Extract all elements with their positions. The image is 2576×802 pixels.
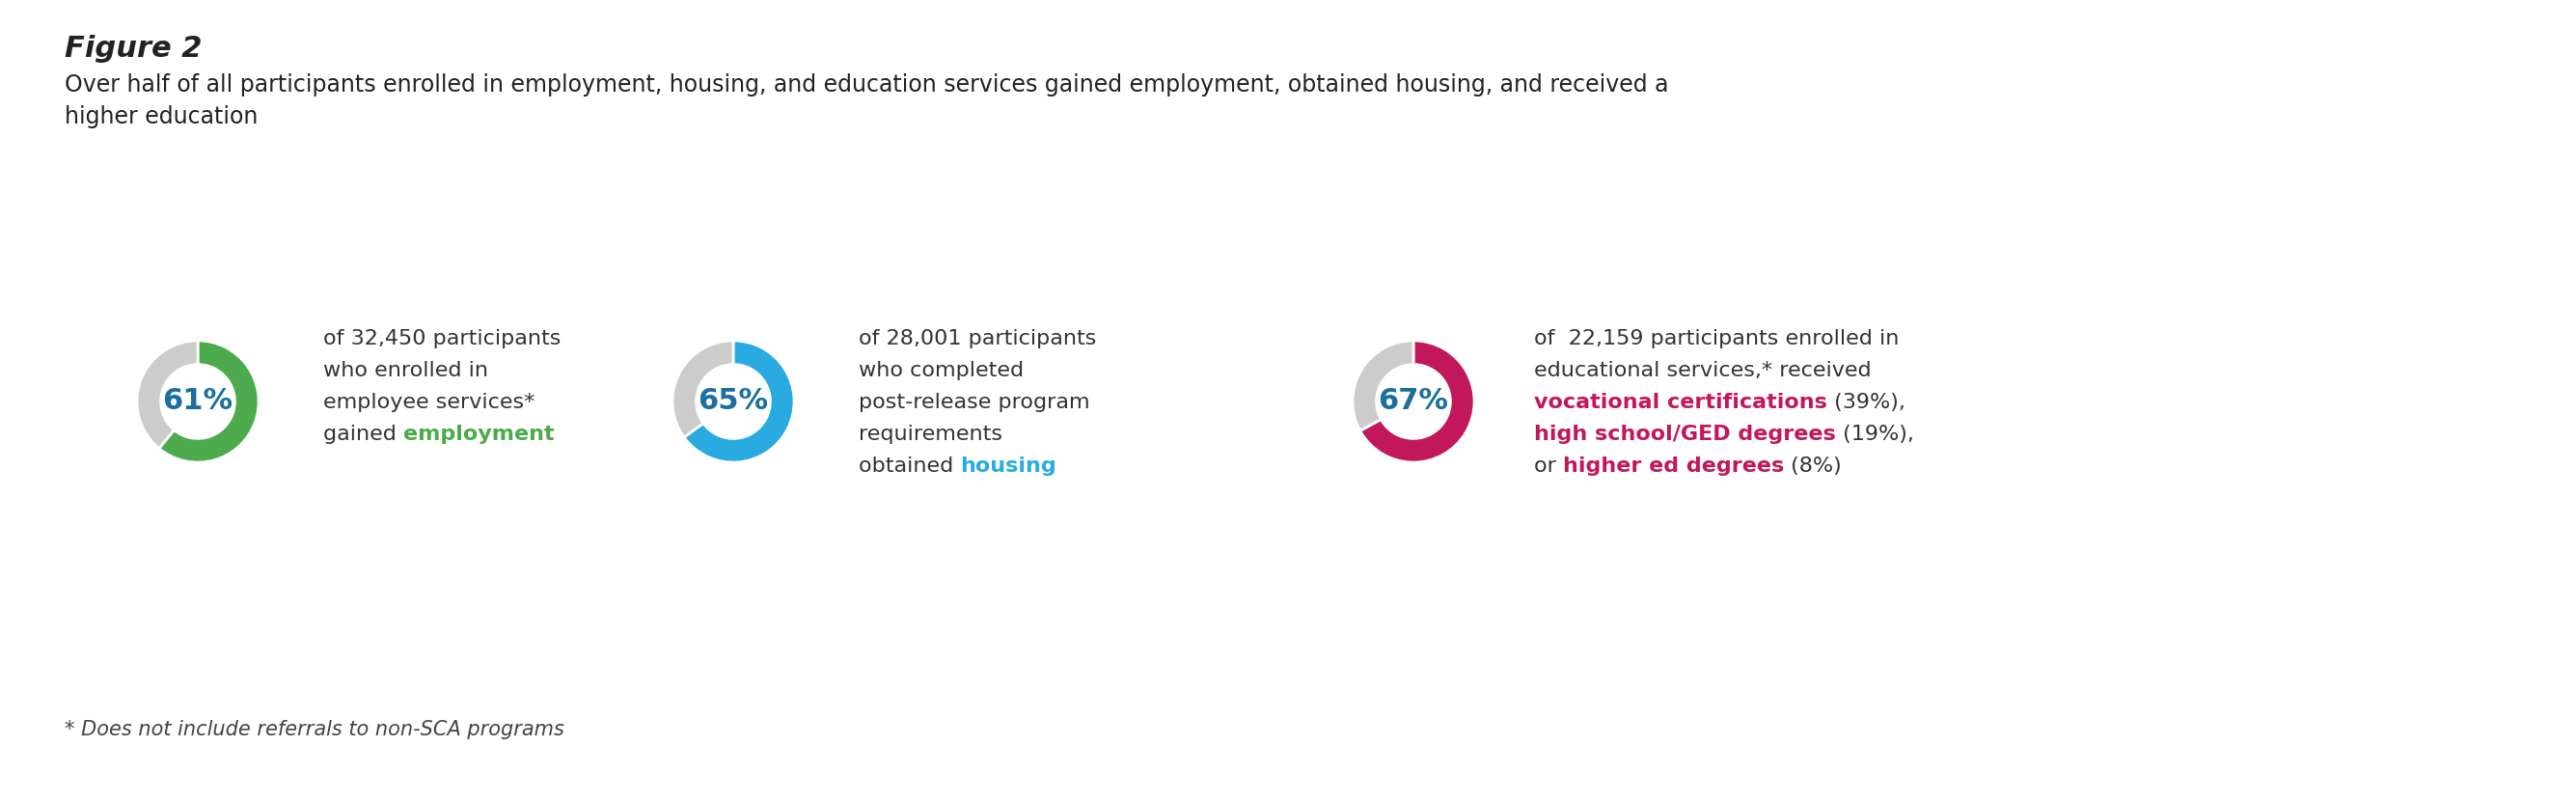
Text: gained: gained — [322, 424, 404, 444]
Text: 61%: 61% — [162, 387, 232, 415]
Text: higher ed degrees: higher ed degrees — [1564, 456, 1785, 476]
Text: of 28,001 participants: of 28,001 participants — [858, 329, 1097, 348]
Text: employment: employment — [404, 424, 554, 444]
Text: post-release program: post-release program — [858, 393, 1090, 412]
Text: requirements: requirements — [858, 424, 1002, 444]
Text: high school/GED degrees: high school/GED degrees — [1535, 424, 1837, 444]
Text: or: or — [1535, 456, 1564, 476]
Text: * Does not include referrals to non-SCA programs: * Does not include referrals to non-SCA … — [64, 720, 564, 739]
Text: obtained: obtained — [858, 456, 961, 476]
Text: of  22,159 participants enrolled in: of 22,159 participants enrolled in — [1535, 329, 1899, 348]
Text: who enrolled in: who enrolled in — [322, 361, 489, 380]
Text: employee services*: employee services* — [322, 393, 536, 412]
Text: higher education: higher education — [64, 105, 258, 128]
Text: (19%),: (19%), — [1837, 424, 1914, 444]
Text: 65%: 65% — [698, 387, 768, 415]
Text: of 32,450 participants: of 32,450 participants — [322, 329, 562, 348]
Text: (39%),: (39%), — [1826, 393, 1906, 412]
Text: who completed: who completed — [858, 361, 1023, 380]
Text: educational services,* received: educational services,* received — [1535, 361, 1870, 380]
Text: (8%): (8%) — [1785, 456, 1842, 476]
Wedge shape — [137, 341, 198, 448]
Text: vocational certifications: vocational certifications — [1535, 393, 1826, 412]
Text: Figure 2: Figure 2 — [64, 34, 201, 63]
Wedge shape — [1360, 341, 1473, 463]
Text: Over half of all participants enrolled in employment, housing, and education ser: Over half of all participants enrolled i… — [64, 73, 1669, 96]
Text: 67%: 67% — [1378, 387, 1448, 415]
Wedge shape — [1352, 341, 1414, 431]
Wedge shape — [672, 341, 734, 437]
Wedge shape — [685, 341, 793, 463]
Text: housing: housing — [961, 456, 1056, 476]
Wedge shape — [160, 341, 258, 463]
